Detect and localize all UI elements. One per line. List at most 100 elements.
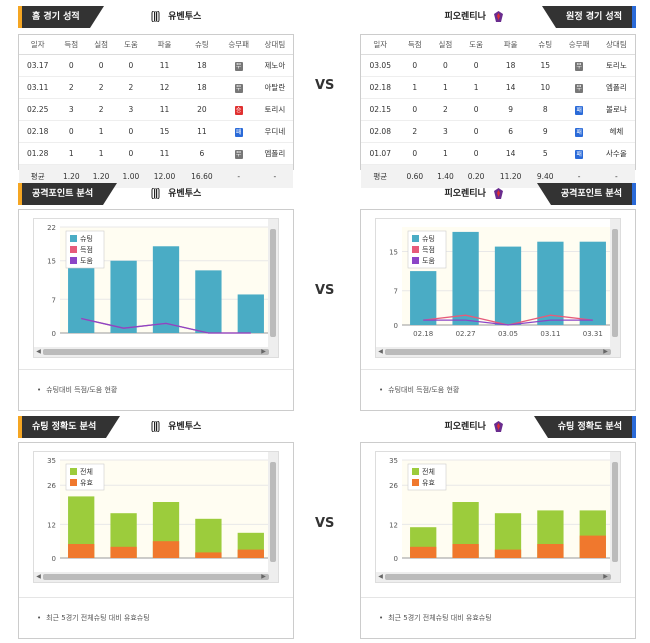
- table-cell: 0: [460, 54, 492, 77]
- home-accuracy-hscroll[interactable]: ◀ ▶: [34, 572, 278, 582]
- away-accuracy-vscroll[interactable]: [610, 452, 620, 572]
- home-accuracy-title: 슈팅 정확도 분석: [18, 416, 121, 438]
- table-cell: 0: [399, 98, 431, 121]
- table-cell: 5: [529, 142, 561, 165]
- x-tick-label: 03.11: [540, 330, 560, 338]
- bar-total: [195, 518, 222, 558]
- home-accuracy-vscroll[interactable]: [268, 452, 278, 572]
- away-accuracy-header: 피오렌티나 슈팅 정확도 분석: [360, 416, 636, 438]
- legend-label: 유효: [422, 479, 435, 487]
- table-cell: 0: [399, 54, 431, 77]
- legend-swatch: [412, 235, 419, 242]
- table-cell: 20: [183, 98, 221, 121]
- legend-swatch: [70, 257, 77, 264]
- bar-shoot: [195, 270, 222, 333]
- juventus-logo-icon: [151, 421, 160, 432]
- legend-label: 전체: [422, 467, 435, 476]
- table-cell: 02.15: [361, 98, 400, 121]
- table-cell: 0: [460, 142, 492, 165]
- away-team-label: 피오렌티나: [444, 183, 508, 205]
- y-tick-label: 35: [389, 457, 398, 465]
- table-cell: 0: [116, 120, 146, 143]
- home-attack-hscroll[interactable]: ◀ ▶: [34, 347, 278, 357]
- table-cell: 헤체: [597, 120, 635, 143]
- away-accuracy-hscroll[interactable]: ◀ ▶: [376, 572, 620, 582]
- y-tick-label: 0: [394, 555, 398, 563]
- table-cell: 6: [491, 120, 530, 143]
- y-tick-label: 0: [52, 330, 56, 338]
- table-cell: 1: [86, 142, 116, 165]
- table-header: 득점: [399, 35, 431, 55]
- vs-label-3: VS: [315, 516, 335, 531]
- bar-on-target: [579, 535, 606, 558]
- juventus-logo-icon: [151, 188, 160, 199]
- result-badge: 패: [575, 149, 584, 159]
- table-cell: 18: [183, 76, 221, 99]
- table-cell: 3: [430, 120, 461, 143]
- home-attack-vscroll[interactable]: [268, 219, 278, 347]
- table-cell: 0: [460, 120, 492, 143]
- home-accuracy-chart: 35 26 12 0 전체 유효 ◀ ▶: [33, 451, 279, 583]
- bar-shoot: [110, 260, 137, 333]
- bar-shoot: [68, 265, 95, 333]
- table-cell: 11: [183, 120, 221, 143]
- table-cell: 1: [430, 76, 461, 99]
- away-record-title: 원정 경기 성적: [542, 6, 636, 28]
- away-record-table: 일자 득점 실점 도움 파울 슈팅 승무패 상대팀 03.05 0 0 0 18 15 무 토리노 02.18 1…: [361, 35, 635, 188]
- legend-swatch: [70, 246, 77, 253]
- y-tick-label: 12: [389, 521, 398, 529]
- table-cell: 볼로냐: [597, 98, 635, 121]
- home-accuracy-header: 슈팅 정확도 분석 유벤투스: [18, 416, 294, 438]
- line-assist: [81, 317, 251, 334]
- bar-on-target: [494, 549, 522, 558]
- away-record-panel: 피오렌티나 원정 경기 성적 일자 득점 실점 도움 파울 슈팅 승무패 상대팀 03.05 0 0…: [360, 6, 636, 188]
- x-tick-label: 03.05: [498, 330, 518, 338]
- legend-label: 슈팅: [422, 234, 435, 243]
- result-badge: 승: [234, 105, 243, 115]
- away-attack-panel: 피오렌티나 공격포인트 분석 15 7 0 02.18 02.27 03.05 03.11 0…: [360, 183, 636, 411]
- table-cell: -: [220, 164, 257, 188]
- table-cell: 사수올: [597, 142, 635, 165]
- table-row: 03.17 0 0 0 11 18 무 제노아: [19, 54, 293, 77]
- table-cell: 11: [145, 98, 184, 121]
- table-cell: 토리노: [597, 54, 635, 77]
- table-cell: 패: [560, 98, 598, 121]
- away-accuracy-caption: 최근 5경기 전체슈팅 대비 유효슈팅: [361, 597, 635, 638]
- vs-label-1: VS: [315, 78, 335, 93]
- table-cell: 2: [116, 76, 146, 99]
- away-attack-hscroll[interactable]: ◀ ▶: [376, 347, 620, 357]
- away-attack-header: 피오렌티나 공격포인트 분석: [360, 183, 636, 205]
- table-cell: 0: [116, 54, 146, 77]
- table-cell: 1: [86, 120, 116, 143]
- y-tick-label: 26: [389, 482, 398, 490]
- away-attack-chart: 15 7 0 02.18 02.27 03.05 03.11 03.31 슈팅 득점 도움 ◀ ▶: [375, 218, 621, 358]
- table-row: 02.18 1 1 1 14 10 무 엠폴리: [361, 76, 635, 99]
- bar-on-target: [537, 544, 564, 558]
- table-cell: 1: [56, 142, 87, 165]
- y-tick-label: 0: [52, 555, 56, 563]
- table-header: 도움: [116, 35, 146, 55]
- table-cell: 3: [116, 98, 146, 121]
- legend-label: 득점: [80, 246, 93, 254]
- table-cell: 2: [86, 76, 116, 99]
- table-row: 02.25 3 2 3 11 20 승 토리시: [19, 98, 293, 121]
- away-attack-vscroll[interactable]: [610, 219, 620, 347]
- result-badge: 무: [234, 149, 243, 159]
- legend-swatch: [70, 235, 77, 242]
- table-cell: 0: [56, 54, 87, 77]
- home-attack-chart: 22 15 7 0 슈팅 득점 도움 ◀ ▶: [33, 218, 279, 358]
- table-cell: 18: [183, 54, 221, 77]
- line-assist: [423, 319, 593, 326]
- home-attack-title: 공격포인트 분석: [18, 183, 118, 205]
- table-cell: 패: [560, 142, 598, 165]
- table-cell: 01.07: [361, 142, 400, 165]
- legend-swatch: [412, 479, 419, 486]
- table-cell: 무: [220, 76, 257, 99]
- table-cell: 1: [430, 142, 461, 165]
- y-tick-label: 12: [47, 521, 56, 529]
- result-badge: 무: [234, 83, 243, 93]
